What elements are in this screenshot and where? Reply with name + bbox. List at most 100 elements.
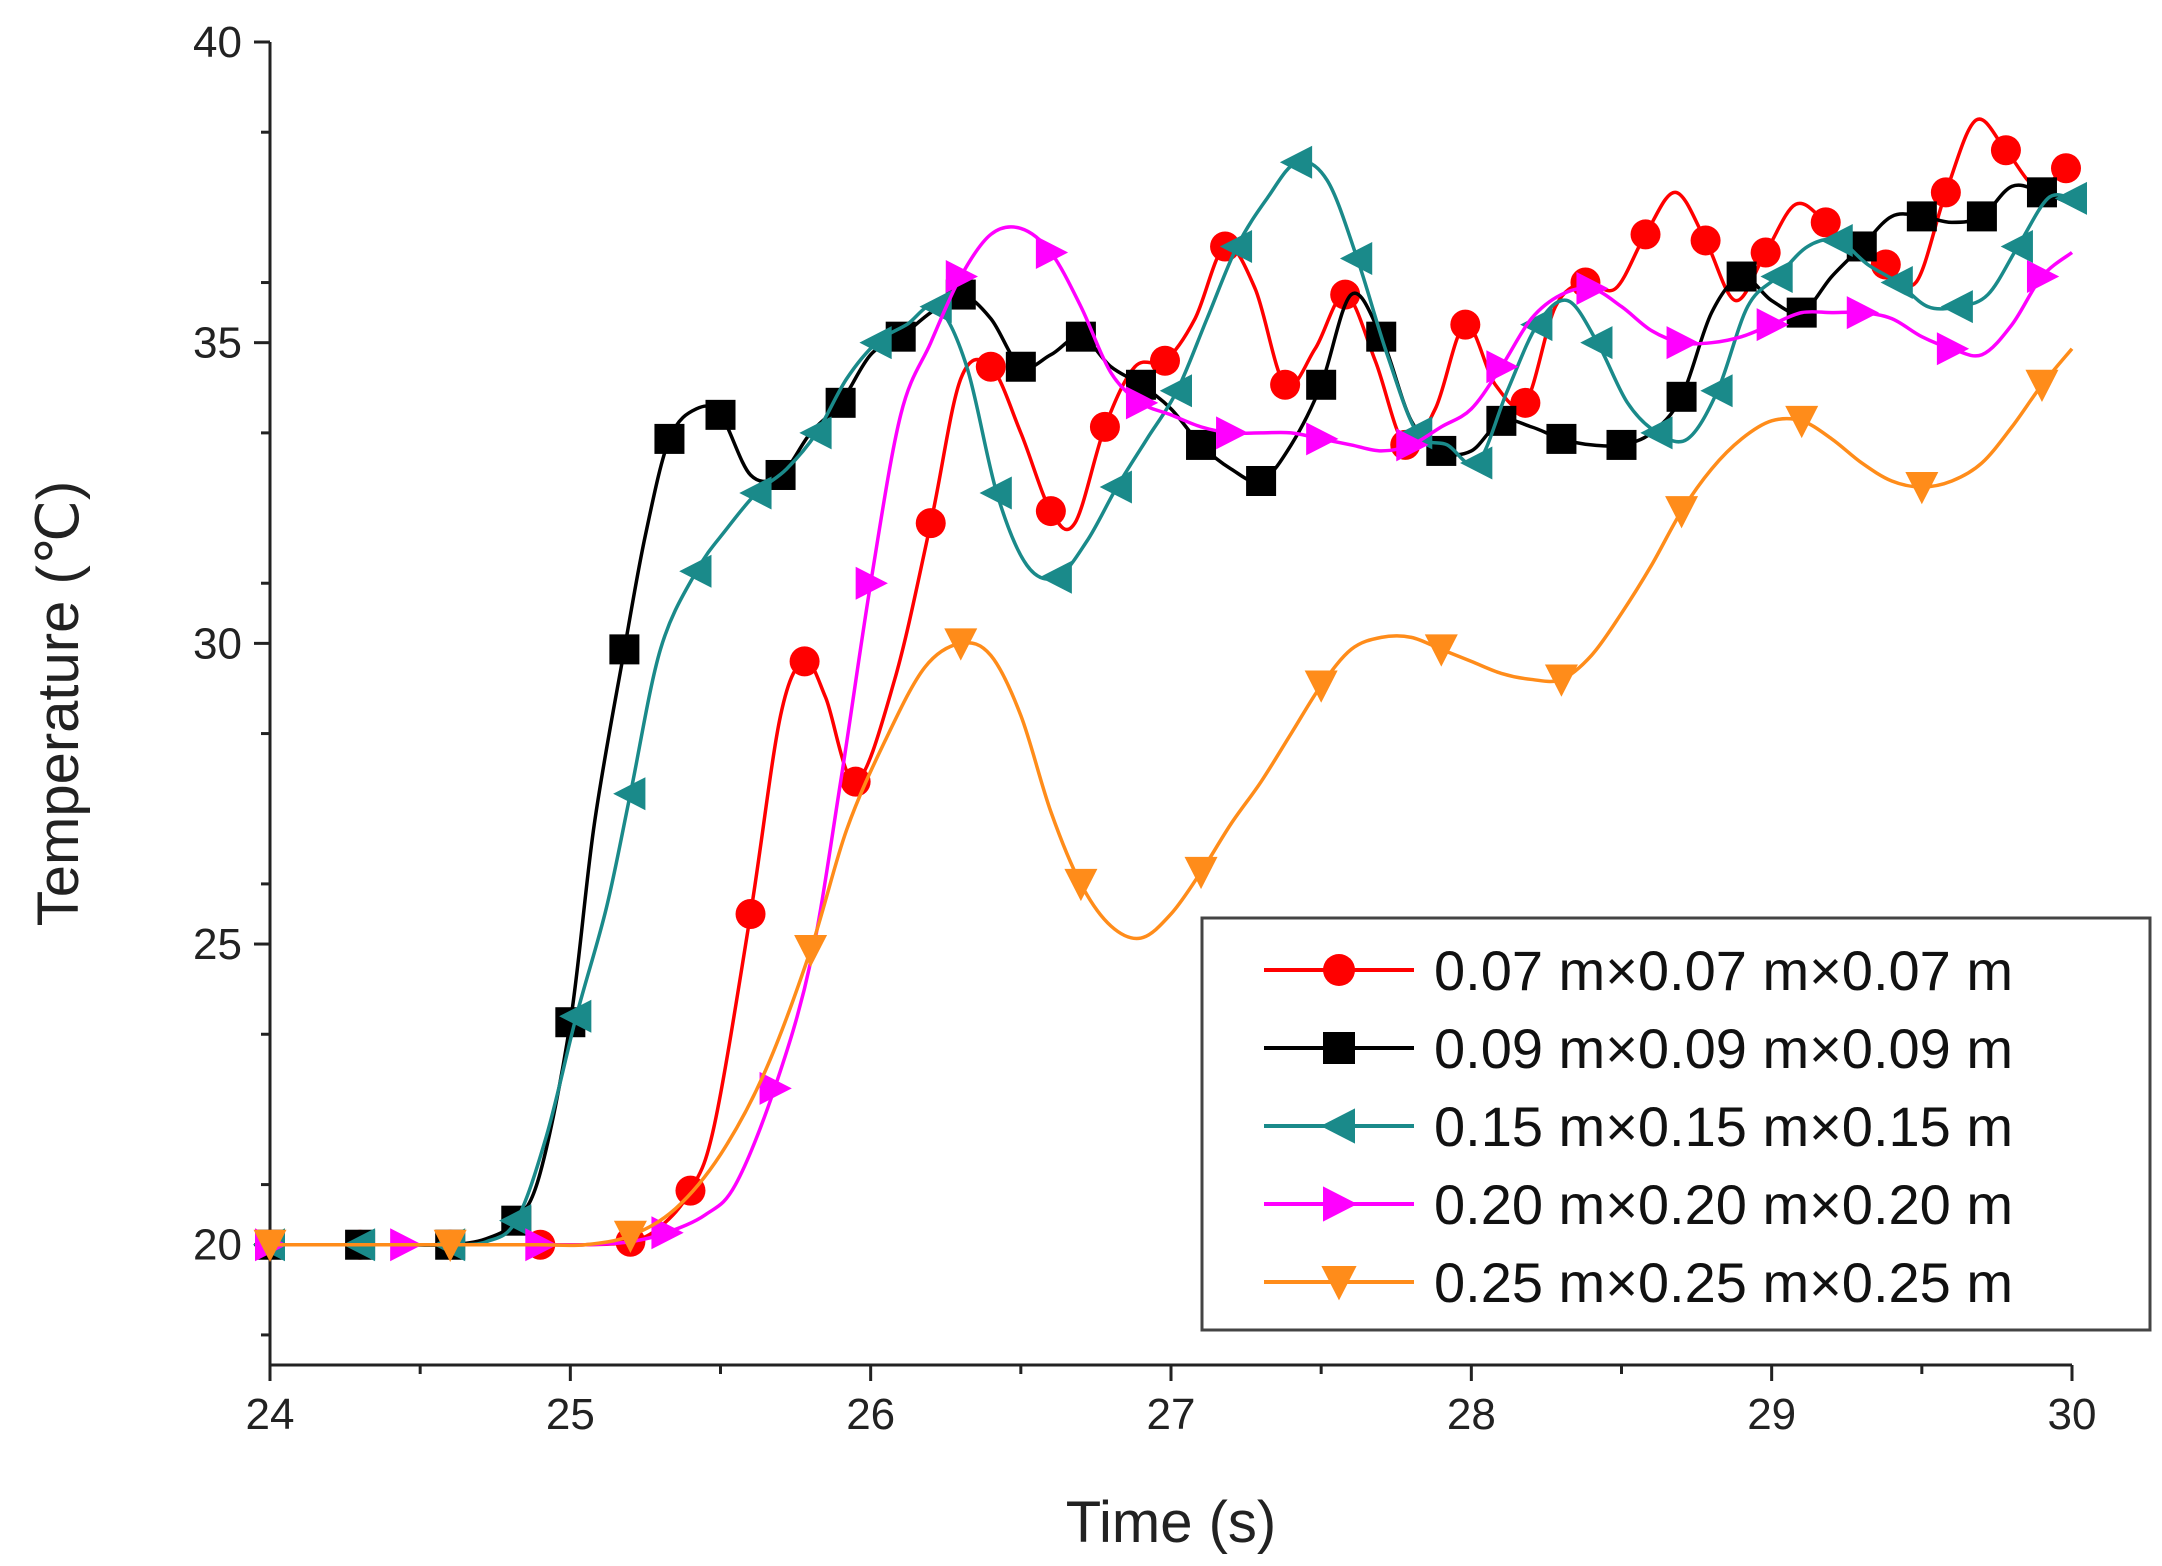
- data-point: [613, 777, 646, 811]
- data-point: [1880, 266, 1913, 300]
- data-point: [654, 423, 685, 454]
- data-point: [1936, 332, 1970, 366]
- x-tick-label: 28: [1447, 1390, 1496, 1439]
- data-point: [1666, 326, 1699, 360]
- data-point: [1820, 223, 1853, 257]
- data-point: [1039, 560, 1072, 594]
- data-point: [1690, 225, 1721, 256]
- legend: 0.07 m×0.07 m×0.07 m 0.09 m×0.09 m×0.09 m…: [1200, 916, 2152, 1332]
- series-4: [255, 225, 2074, 1262]
- data-point: [1666, 381, 1697, 412]
- series-line: [269, 159, 2073, 1247]
- legend-marker: [1323, 954, 1355, 986]
- y-axis: 20 25 30 35 40: [193, 18, 270, 1337]
- data-point: [1726, 261, 1757, 292]
- data-point: [2054, 181, 2087, 215]
- data-point: [1306, 369, 1337, 400]
- data-point: [2026, 177, 2057, 208]
- y-tick-label: 30: [193, 619, 242, 668]
- data-point: [1219, 229, 1253, 263]
- y-tick-label: 25: [193, 920, 242, 969]
- legend-marker: [1321, 1266, 1357, 1301]
- data-point: [1270, 369, 1301, 400]
- data-point: [1099, 470, 1132, 504]
- legend-item: 0.25 m×0.25 m×0.25 m: [1264, 1251, 2013, 1314]
- data-point: [1756, 308, 1789, 342]
- data-point: [1510, 387, 1541, 418]
- x-axis: 24 25 26 27 28 29 30: [246, 1365, 2097, 1439]
- legend-label: 0.20 m×0.20 m×0.20 m: [1434, 1173, 2013, 1236]
- legend-item: 0.07 m×0.07 m×0.07 m: [1264, 939, 2013, 1002]
- data-point: [1785, 405, 1819, 439]
- data-point: [1184, 856, 1218, 890]
- data-point: [1760, 260, 1793, 294]
- data-point: [1450, 309, 1481, 340]
- legend-item: 0.15 m×0.15 m×0.15 m: [1264, 1095, 2013, 1158]
- data-point: [559, 999, 592, 1033]
- data-point: [1424, 634, 1458, 667]
- data-point: [1159, 374, 1193, 408]
- y-tick-label: 20: [193, 1221, 242, 1270]
- data-point: [789, 646, 820, 677]
- data-point: [433, 1229, 467, 1262]
- data-point: [915, 508, 946, 539]
- data-point: [1125, 386, 1159, 420]
- x-tick-label: 25: [546, 1390, 595, 1439]
- data-point: [1905, 472, 1939, 505]
- data-point: [1486, 350, 1519, 384]
- data-point: [1930, 177, 1961, 208]
- data-point: [1665, 496, 1699, 529]
- data-point: [1520, 308, 1553, 342]
- series-5: [253, 347, 2074, 1262]
- data-point: [1246, 465, 1277, 496]
- data-point: [2026, 260, 2060, 294]
- data-point: [1810, 207, 1841, 238]
- data-point: [1580, 326, 1613, 360]
- data-point: [613, 1220, 647, 1253]
- data-point: [651, 1216, 684, 1250]
- data-point: [759, 1071, 792, 1105]
- data-point: [1396, 428, 1429, 462]
- data-point: [1606, 429, 1637, 460]
- data-point: [1089, 411, 1120, 442]
- data-point: [855, 566, 888, 600]
- x-axis-title: Time (s): [1066, 1490, 1276, 1555]
- data-point: [253, 1229, 287, 1262]
- data-point: [679, 554, 712, 588]
- data-point: [1306, 422, 1339, 456]
- data-point: [1330, 279, 1361, 310]
- data-point: [1700, 374, 1733, 408]
- data-point: [1544, 664, 1578, 697]
- data-point: [825, 387, 856, 418]
- x-tick-label: 30: [2048, 1390, 2097, 1439]
- data-point: [1546, 423, 1577, 454]
- data-point: [799, 416, 832, 450]
- data-point: [979, 476, 1012, 510]
- data-point: [944, 628, 978, 661]
- legend-marker: [1323, 1186, 1358, 1222]
- legend-label: 0.09 m×0.09 m×0.09 m: [1434, 1017, 2013, 1080]
- data-point: [735, 898, 766, 929]
- series-line: [269, 225, 2074, 1247]
- legend-marker: [1320, 1108, 1355, 1144]
- data-point: [794, 935, 828, 968]
- data-point: [975, 351, 1006, 382]
- y-axis-title: Temperature (℃): [26, 481, 91, 926]
- data-point: [1035, 235, 1069, 269]
- legend-label: 0.15 m×0.15 m×0.15 m: [1434, 1095, 2013, 1158]
- legend-item: 0.09 m×0.09 m×0.09 m: [1264, 1017, 2013, 1080]
- data-point: [1186, 429, 1217, 460]
- data-point: [1990, 135, 2021, 166]
- data-point: [1304, 670, 1338, 703]
- x-tick-label: 29: [1747, 1390, 1796, 1439]
- data-point: [1005, 351, 1036, 382]
- y-tick-label: 40: [193, 18, 242, 67]
- data-point: [705, 399, 736, 430]
- data-point: [945, 260, 979, 294]
- data-point: [1279, 145, 1313, 179]
- data-point: [1846, 296, 1880, 330]
- data-point: [1940, 290, 1973, 324]
- data-point: [739, 476, 772, 510]
- data-point: [1339, 241, 1373, 275]
